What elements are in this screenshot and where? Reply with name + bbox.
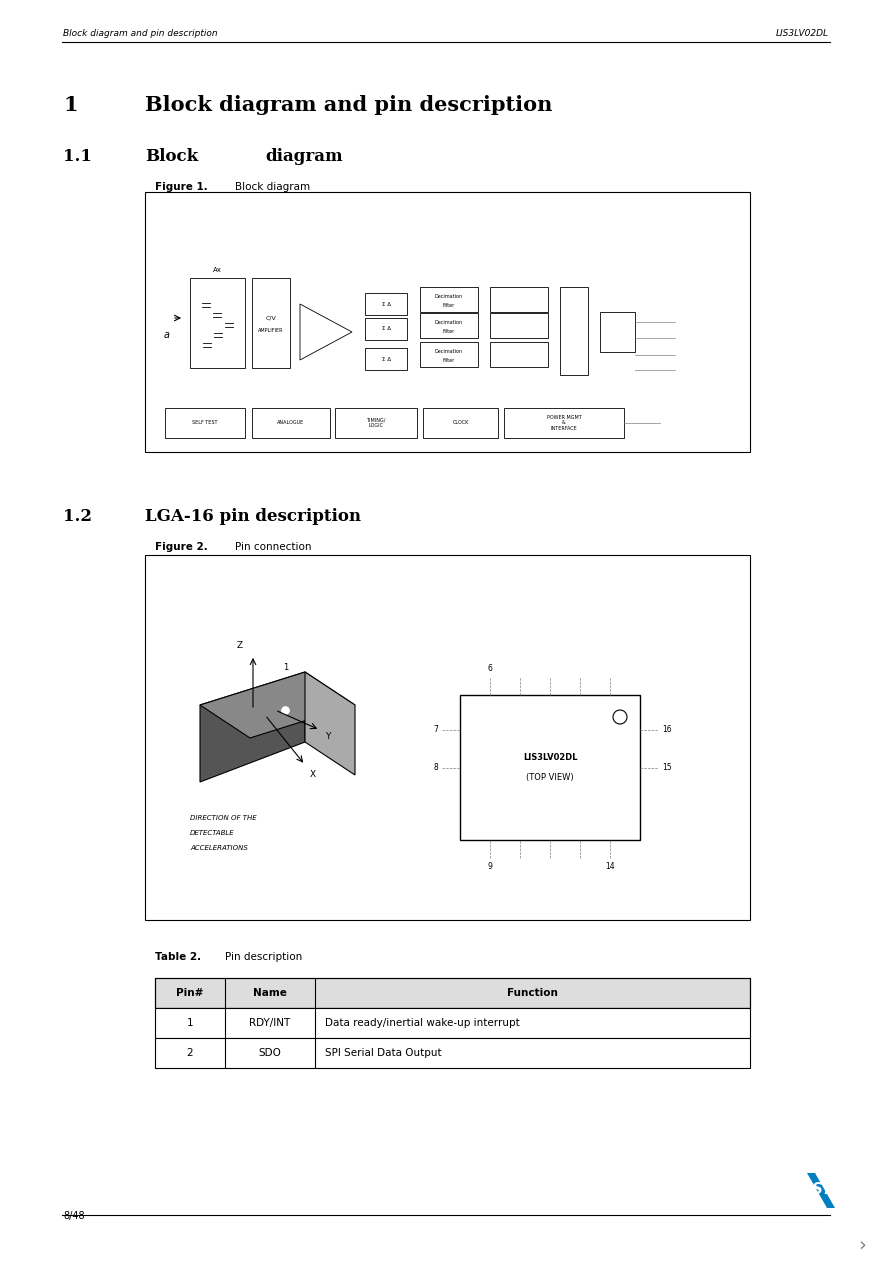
Text: Pin#: Pin# bbox=[177, 988, 203, 998]
Text: Z: Z bbox=[237, 642, 243, 650]
Polygon shape bbox=[305, 672, 355, 775]
Text: Block diagram and pin description: Block diagram and pin description bbox=[145, 95, 552, 115]
Text: 8: 8 bbox=[434, 764, 438, 773]
Bar bbox=[365, 349, 407, 370]
Bar bbox=[423, 408, 498, 438]
Bar bbox=[490, 342, 548, 368]
Text: Σ Δ: Σ Δ bbox=[382, 302, 391, 307]
Text: Table 2.: Table 2. bbox=[155, 952, 201, 962]
Bar bbox=[420, 313, 478, 338]
Bar bbox=[145, 554, 750, 919]
Text: 1: 1 bbox=[63, 95, 78, 115]
Polygon shape bbox=[807, 1173, 835, 1207]
Text: 1: 1 bbox=[283, 663, 288, 672]
Bar bbox=[335, 408, 417, 438]
Text: Block diagram and pin description: Block diagram and pin description bbox=[63, 29, 218, 38]
Bar bbox=[145, 192, 750, 452]
Text: Figure 2.: Figure 2. bbox=[155, 542, 208, 552]
Text: 1: 1 bbox=[186, 1018, 194, 1028]
Bar bbox=[165, 408, 245, 438]
Text: Figure 1.: Figure 1. bbox=[155, 182, 208, 192]
Text: Decimation: Decimation bbox=[435, 294, 463, 299]
Text: Filter: Filter bbox=[442, 357, 455, 362]
Text: 9: 9 bbox=[488, 863, 492, 871]
Text: 8/48: 8/48 bbox=[63, 1211, 85, 1221]
Text: Σ Δ: Σ Δ bbox=[382, 356, 391, 361]
Text: TIMING/
LOGIC: TIMING/ LOGIC bbox=[367, 418, 385, 428]
Text: POWER MGMT
&
INTERFACE: POWER MGMT & INTERFACE bbox=[547, 414, 582, 431]
Text: Decimation: Decimation bbox=[435, 320, 463, 325]
Text: X: X bbox=[310, 770, 316, 779]
Bar bbox=[560, 287, 588, 375]
Text: (TOP VIEW): (TOP VIEW) bbox=[526, 773, 574, 782]
Bar bbox=[155, 978, 750, 1008]
Text: 16: 16 bbox=[662, 725, 672, 735]
Text: AMPLIFIER: AMPLIFIER bbox=[259, 328, 284, 333]
Text: LIS3LV02DL: LIS3LV02DL bbox=[523, 753, 577, 762]
Bar bbox=[155, 978, 750, 1008]
Text: ANALOGUE: ANALOGUE bbox=[277, 421, 305, 426]
Bar bbox=[600, 312, 635, 352]
Text: C/V: C/V bbox=[266, 316, 277, 321]
Text: DETECTABLE: DETECTABLE bbox=[190, 830, 235, 836]
Polygon shape bbox=[300, 304, 352, 360]
Bar bbox=[365, 293, 407, 314]
Text: Block: Block bbox=[145, 148, 198, 165]
Text: Ax: Ax bbox=[213, 266, 222, 273]
Text: Σ Δ: Σ Δ bbox=[382, 327, 391, 331]
Bar bbox=[252, 278, 290, 368]
Text: Filter: Filter bbox=[442, 303, 455, 308]
Text: 7: 7 bbox=[434, 725, 438, 735]
Bar bbox=[155, 1038, 750, 1068]
Polygon shape bbox=[200, 672, 305, 782]
Bar bbox=[190, 278, 245, 368]
Text: Function: Function bbox=[507, 988, 558, 998]
Bar bbox=[490, 313, 548, 338]
Text: DIRECTION OF THE: DIRECTION OF THE bbox=[190, 815, 257, 821]
Text: RDY/INT: RDY/INT bbox=[250, 1018, 291, 1028]
Text: Block diagram: Block diagram bbox=[235, 182, 310, 192]
Bar bbox=[490, 287, 548, 312]
Text: CLOCK: CLOCK bbox=[452, 421, 468, 426]
Bar bbox=[252, 408, 330, 438]
Text: 1.1: 1.1 bbox=[63, 148, 92, 165]
Text: diagram: diagram bbox=[265, 148, 343, 165]
Text: 15: 15 bbox=[662, 764, 672, 773]
Text: SELF TEST: SELF TEST bbox=[193, 421, 218, 426]
Text: SPI Serial Data Output: SPI Serial Data Output bbox=[325, 1048, 442, 1058]
Bar bbox=[365, 318, 407, 340]
Text: Pin description: Pin description bbox=[225, 952, 302, 962]
Text: 1.2: 1.2 bbox=[63, 508, 92, 525]
Text: SDO: SDO bbox=[259, 1048, 282, 1058]
Text: a: a bbox=[164, 330, 170, 340]
Text: Pin connection: Pin connection bbox=[235, 542, 311, 552]
Polygon shape bbox=[200, 672, 355, 738]
Text: LIS3LV02DL: LIS3LV02DL bbox=[776, 29, 829, 38]
Text: 2: 2 bbox=[186, 1048, 194, 1058]
Text: Filter: Filter bbox=[442, 328, 455, 333]
Text: LGA-16 pin description: LGA-16 pin description bbox=[145, 508, 361, 525]
Bar bbox=[420, 287, 478, 312]
Text: Data ready/inertial wake-up interrupt: Data ready/inertial wake-up interrupt bbox=[325, 1018, 520, 1028]
Text: ›: › bbox=[858, 1235, 866, 1254]
Bar bbox=[155, 1008, 750, 1038]
Text: 14: 14 bbox=[605, 863, 615, 871]
Text: 6: 6 bbox=[488, 664, 492, 673]
Text: Y: Y bbox=[325, 733, 330, 741]
Bar bbox=[460, 695, 640, 840]
Bar bbox=[420, 342, 478, 368]
Text: ACCELERATIONS: ACCELERATIONS bbox=[190, 845, 248, 851]
Bar bbox=[504, 408, 624, 438]
Text: Decimation: Decimation bbox=[435, 349, 463, 354]
Text: ST: ST bbox=[812, 1182, 833, 1197]
Text: Name: Name bbox=[253, 988, 287, 998]
